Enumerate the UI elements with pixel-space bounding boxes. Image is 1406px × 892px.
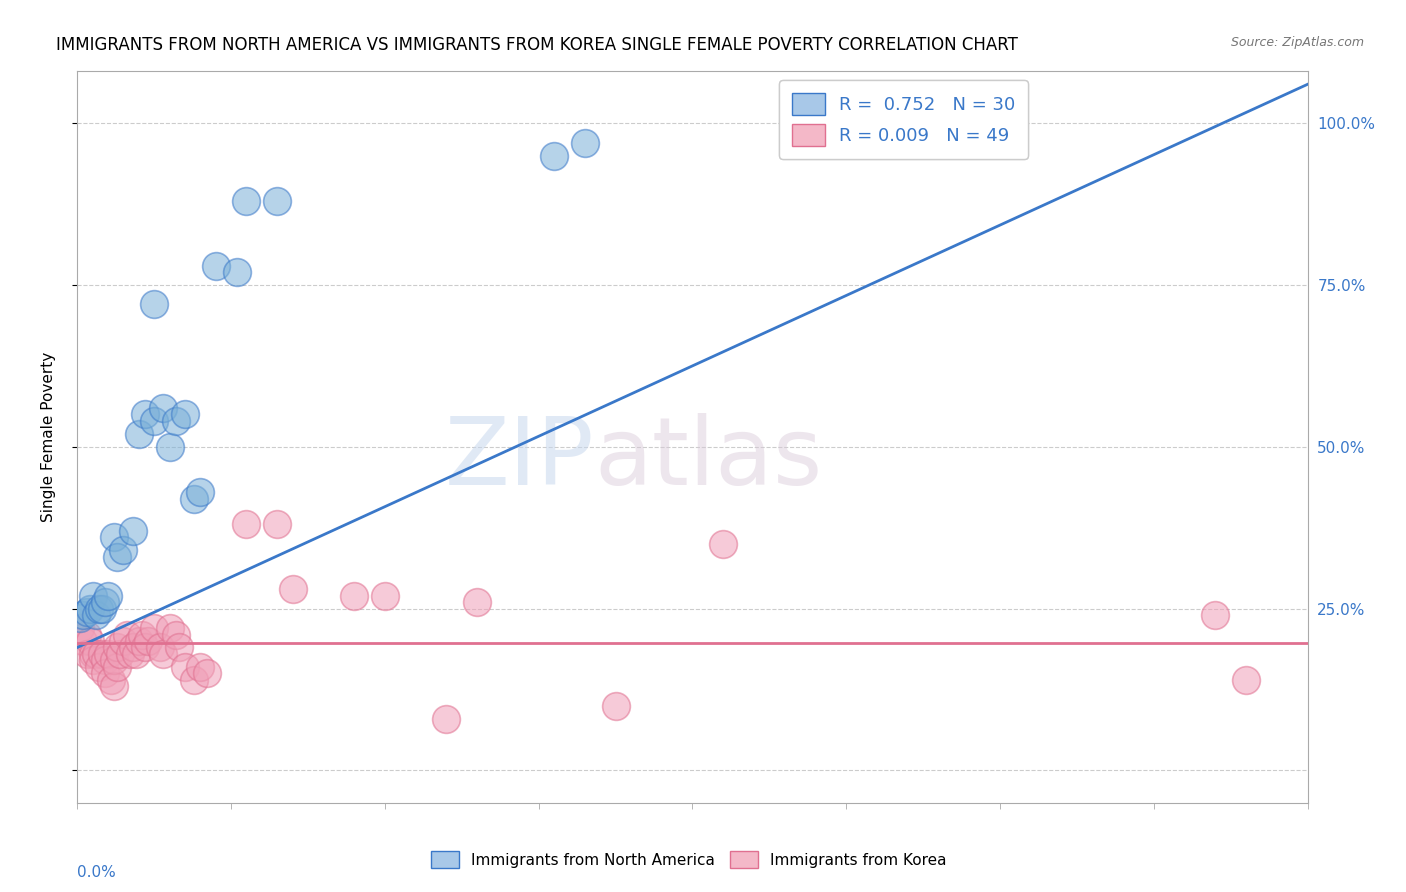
Point (183, 673, 205, 687)
Point (103, 679, 125, 693)
Point (97, 589, 120, 603)
Point (121, 524, 143, 538)
Text: ZIP: ZIP (444, 413, 595, 505)
Point (159, 621, 181, 635)
Point (118, 647, 141, 661)
Point (82, 589, 104, 603)
Point (266, 194, 288, 208)
Point (103, 653, 125, 667)
Point (605, 698, 627, 713)
Point (84, 608, 107, 623)
Point (167, 640, 190, 655)
Point (76, 647, 98, 661)
Point (72, 634, 94, 648)
Point (87, 601, 110, 615)
Point (574, 136, 596, 150)
Text: atlas: atlas (595, 413, 823, 505)
Point (436, 712, 458, 726)
Legend: R =  0.752   N = 30, R = 0.009   N = 49: R = 0.752 N = 30, R = 0.009 N = 49 (779, 80, 1028, 159)
Point (136, 634, 159, 648)
Point (76, 627, 98, 641)
Point (112, 543, 135, 558)
Point (343, 589, 366, 603)
Point (69, 621, 91, 635)
Point (69, 611, 91, 625)
Point (266, 517, 288, 532)
Point (121, 640, 143, 655)
Point (1234, 673, 1257, 687)
Point (374, 589, 396, 603)
Point (128, 634, 150, 648)
Point (711, 537, 734, 551)
Point (195, 666, 218, 681)
Point (82, 647, 104, 661)
Point (165, 627, 187, 641)
Point (105, 549, 128, 564)
Point (82, 653, 104, 667)
Point (90, 601, 114, 615)
Point (79, 634, 101, 648)
Point (235, 517, 257, 532)
Point (188, 660, 212, 674)
Point (97, 647, 120, 661)
Text: IMMIGRANTS FROM NORTH AMERICA VS IMMIGRANTS FROM KOREA SINGLE FEMALE POVERTY COR: IMMIGRANTS FROM NORTH AMERICA VS IMMIGRA… (56, 36, 1018, 54)
Point (159, 440, 181, 454)
Point (90, 647, 114, 661)
Point (152, 401, 174, 415)
Point (112, 634, 135, 648)
Legend: Immigrants from North America, Immigrants from Korea: Immigrants from North America, Immigrant… (423, 844, 955, 875)
Point (188, 485, 212, 500)
Point (174, 660, 197, 674)
Point (100, 673, 122, 687)
Point (165, 414, 187, 428)
Point (115, 627, 138, 641)
Point (143, 297, 166, 311)
Point (94, 595, 117, 609)
Point (105, 660, 128, 674)
Point (235, 194, 257, 208)
Text: 0.0%: 0.0% (77, 865, 117, 880)
Point (94, 666, 117, 681)
Point (543, 148, 565, 162)
Point (87, 660, 110, 674)
Point (134, 408, 156, 422)
Point (143, 621, 166, 635)
Point (79, 601, 101, 615)
Point (125, 647, 148, 661)
Point (84, 647, 107, 661)
Point (131, 627, 153, 641)
Y-axis label: Single Female Poverty: Single Female Poverty (42, 352, 56, 522)
Point (204, 259, 226, 273)
Point (72, 608, 94, 623)
Point (110, 647, 132, 661)
Point (76, 605, 98, 619)
Point (103, 530, 125, 544)
Point (465, 595, 488, 609)
Point (143, 414, 166, 428)
Point (226, 265, 249, 279)
Point (152, 647, 174, 661)
Point (94, 653, 117, 667)
Point (281, 582, 304, 597)
Point (1204, 608, 1226, 623)
Point (134, 640, 156, 655)
Point (149, 640, 172, 655)
Point (105, 640, 128, 655)
Text: Source: ZipAtlas.com: Source: ZipAtlas.com (1230, 36, 1364, 49)
Point (128, 426, 150, 441)
Point (183, 491, 205, 506)
Point (174, 408, 197, 422)
